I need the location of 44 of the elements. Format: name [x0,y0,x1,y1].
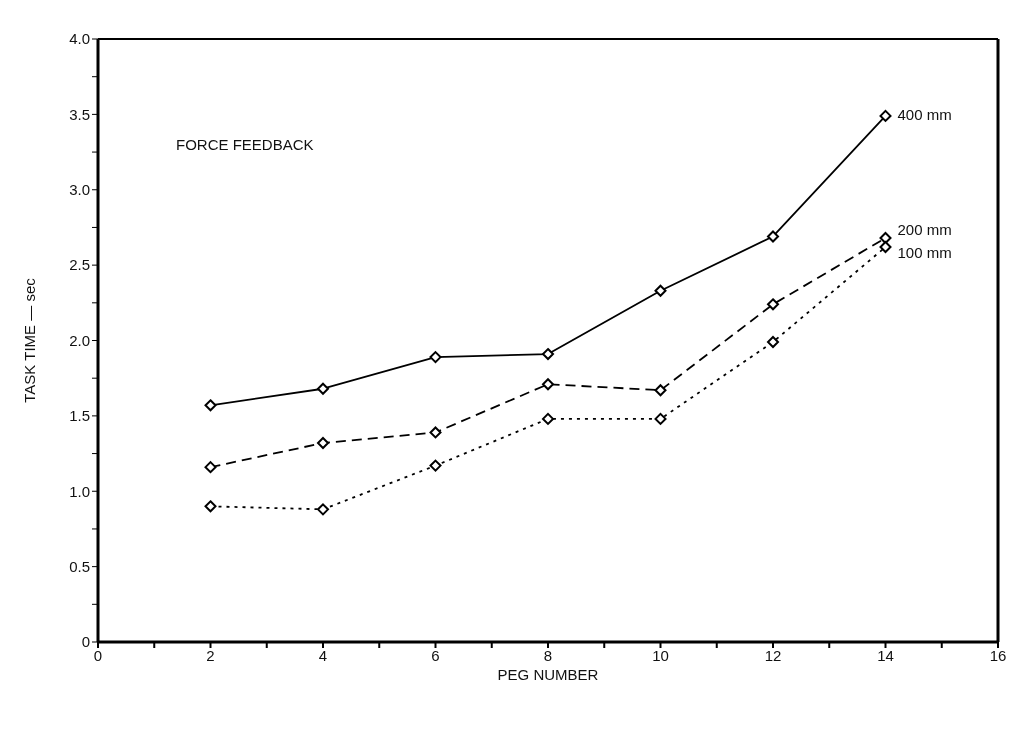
point [654,384,667,397]
y-axis-title: TASK TIME — sec [21,277,39,403]
x-tick-label: 16 [989,646,1007,664]
point [204,399,217,412]
point [654,284,667,297]
point [542,348,554,361]
point [879,109,892,122]
x-tick-label: 12 [764,646,782,664]
point [767,298,779,311]
x-tick-label: 6 [431,646,440,664]
y-tick-label: 3.0 [69,181,90,199]
y-tick-label: 1.5 [69,407,90,425]
point [317,382,329,395]
x-tick-label: 2 [206,646,215,664]
point [429,459,442,472]
y-tick-label: 3.5 [69,105,90,123]
y-tick-label: 0.5 [69,557,90,575]
point [542,412,554,425]
y-tick-label: 4.0 [69,30,90,48]
annotation: FORCE FEEDBACK [176,136,314,153]
x-tick-label: 14 [877,646,894,664]
point [654,412,667,425]
y-tick-label: 2.5 [69,256,90,274]
point [317,437,329,450]
x-axis-title: PEG NUMBER [497,666,599,683]
point [317,503,329,516]
point [429,426,442,439]
y-tick-label: 1.0 [69,482,90,500]
series-label: 400 mm [897,105,952,123]
point [204,461,217,474]
point [879,241,892,254]
y-tick-label: 2.0 [69,331,90,349]
x-tick-label: 10 [652,646,669,664]
x-tick-label: 4 [318,646,328,664]
x-tick-label: 8 [543,646,553,664]
point [767,230,779,243]
x-tick-label: 0 [93,646,103,664]
series-label: 200 mm [897,220,952,238]
point [429,351,442,364]
series-label: 100 mm [897,244,952,261]
point [767,336,779,349]
y-tick-label: 0 [81,633,90,651]
point [204,500,217,513]
point [542,378,554,391]
